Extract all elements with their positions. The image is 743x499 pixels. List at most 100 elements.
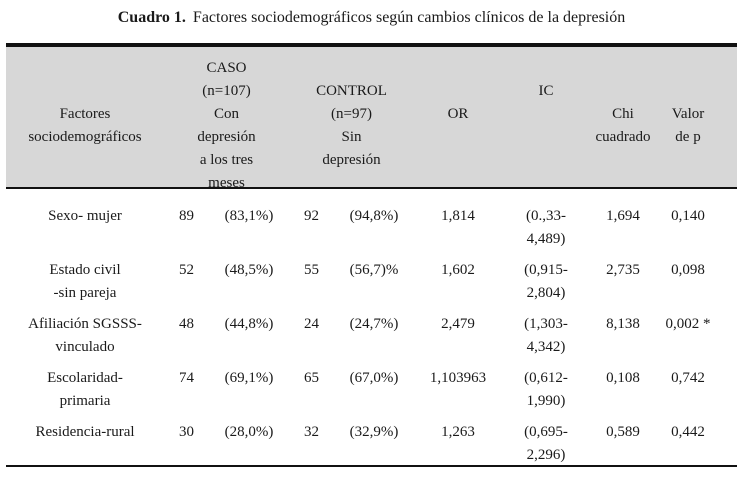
cell-line: 8,138 (606, 316, 640, 332)
header-line: cuadrado (595, 129, 651, 145)
cell-line: 0,589 (606, 424, 640, 440)
control-pct-cell: (32,9%) (334, 421, 414, 467)
cell-line: (56,7)% (349, 262, 399, 278)
or-cell: 1,263 (414, 421, 502, 467)
table-row: Sexo- mujer 89 (83,1%) 92 (94,8%) 1,814 … (6, 205, 737, 251)
ic-cell: (0,915- 2,804) (502, 259, 590, 305)
or-cell: 1,103963 (414, 367, 502, 413)
cell-line: 65 (304, 370, 319, 386)
factor-cell: Estado civil -sin pareja (6, 259, 164, 305)
cell-line: 52 (179, 262, 194, 278)
caso-n-cell: 48 (164, 313, 209, 359)
p-cell: 0,002 * (656, 313, 720, 359)
table-header: Factores sociodemográficos CASO (n=107) … (6, 47, 737, 191)
table-title-text: Factores sociodemográficos según cambios… (192, 9, 626, 26)
control-n-cell: 32 (289, 421, 334, 467)
cell-line: 32 (304, 424, 319, 440)
cell-line: 2,479 (441, 316, 475, 332)
p-cell: 0,442 (656, 421, 720, 467)
caso-pct-cell: (83,1%) (209, 205, 289, 251)
caso-n-cell: 89 (164, 205, 209, 251)
header-line: IC (538, 83, 554, 99)
ic-cell: (0.,33- 4,489) (502, 205, 590, 251)
header-line: CONTROL (316, 83, 387, 99)
header-line: depresión (197, 129, 256, 145)
cell-line: Sexo- mujer (48, 208, 122, 224)
cell-line: (24,7%) (349, 316, 399, 332)
header-line: Valor (671, 106, 705, 122)
caso-pct-cell: (48,5%) (209, 259, 289, 305)
cell-line: primaria (59, 393, 111, 409)
header-or: OR (414, 47, 502, 126)
cell-line: Estado civil (49, 262, 121, 278)
chi-cell: 0,589 (590, 421, 656, 467)
cell-line: 0,098 (671, 262, 705, 278)
cell-line: 48 (179, 316, 194, 332)
header-valor-p: Valor de p (656, 47, 720, 149)
control-pct-cell: (24,7%) (334, 313, 414, 359)
cell-line: vinculado (55, 339, 115, 355)
header-line: OR (447, 106, 469, 122)
header-line: sociodemográficos (28, 129, 142, 145)
cell-line: 74 (179, 370, 194, 386)
cell-line: (1,303- (524, 316, 568, 332)
ic-cell: (0,695- 2,296) (502, 421, 590, 467)
control-n-cell: 24 (289, 313, 334, 359)
caso-pct-cell: (69,1%) (209, 367, 289, 413)
cell-line: 0,742 (671, 370, 705, 386)
cell-line: 4,342) (526, 339, 566, 355)
cell-line: 30 (179, 424, 194, 440)
cell-line: 1,694 (606, 208, 640, 224)
table-title-label: Cuadro 1. (117, 9, 186, 26)
table: Factores sociodemográficos CASO (n=107) … (6, 43, 737, 467)
control-pct-cell: (94,8%) (334, 205, 414, 251)
factor-cell: Residencia-rural (6, 421, 164, 467)
header-control: CONTROL (n=97) Sin depresión (289, 47, 414, 172)
cell-line: (0,612- (524, 370, 568, 386)
cell-line: -sin pareja (53, 285, 117, 301)
caso-n-cell: 52 (164, 259, 209, 305)
p-cell: 0,098 (656, 259, 720, 305)
cell-line: 1,263 (441, 424, 475, 440)
cell-line: 2,296) (526, 447, 566, 463)
table-body: Sexo- mujer 89 (83,1%) 92 (94,8%) 1,814 … (6, 189, 737, 467)
control-pct-cell: (56,7)% (334, 259, 414, 305)
cell-line: 2,735 (606, 262, 640, 278)
header-line: Chi (612, 106, 634, 122)
header-line: a los tres (199, 152, 254, 168)
caso-n-cell: 74 (164, 367, 209, 413)
ic-cell: (0,612- 1,990) (502, 367, 590, 413)
cell-line: 55 (304, 262, 319, 278)
factor-cell: Escolaridad- primaria (6, 367, 164, 413)
cell-line: (48,5%) (224, 262, 274, 278)
control-n-cell: 65 (289, 367, 334, 413)
chi-cell: 0,108 (590, 367, 656, 413)
cell-line: (44,8%) (224, 316, 274, 332)
header-line: (n=97) (331, 106, 372, 122)
cell-line: 2,804) (526, 285, 566, 301)
factor-cell: Sexo- mujer (6, 205, 164, 251)
cell-line: 24 (304, 316, 319, 332)
control-n-cell: 55 (289, 259, 334, 305)
header-line: CASO (206, 60, 247, 76)
cell-line: (0,695- (524, 424, 568, 440)
header-ic: IC (502, 47, 590, 103)
cell-line: 89 (179, 208, 194, 224)
caso-pct-cell: (28,0%) (209, 421, 289, 467)
ic-cell: (1,303- 4,342) (502, 313, 590, 359)
cell-line: 92 (304, 208, 319, 224)
cell-line: (28,0%) (224, 424, 274, 440)
cell-line: (0,915- (524, 262, 568, 278)
header-line: (n=107) (202, 83, 251, 99)
p-cell: 0,140 (656, 205, 720, 251)
header-factors: Factores sociodemográficos (6, 47, 164, 149)
header-line: Factores (59, 106, 111, 122)
header-line: Con (213, 106, 239, 122)
cell-line: 0,442 (671, 424, 705, 440)
cell-line: 1,103963 (429, 370, 487, 386)
caso-n-cell: 30 (164, 421, 209, 467)
chi-cell: 2,735 (590, 259, 656, 305)
cell-line: (32,9%) (349, 424, 399, 440)
cell-line: 4,489) (526, 231, 566, 247)
header-line: meses (208, 175, 245, 191)
